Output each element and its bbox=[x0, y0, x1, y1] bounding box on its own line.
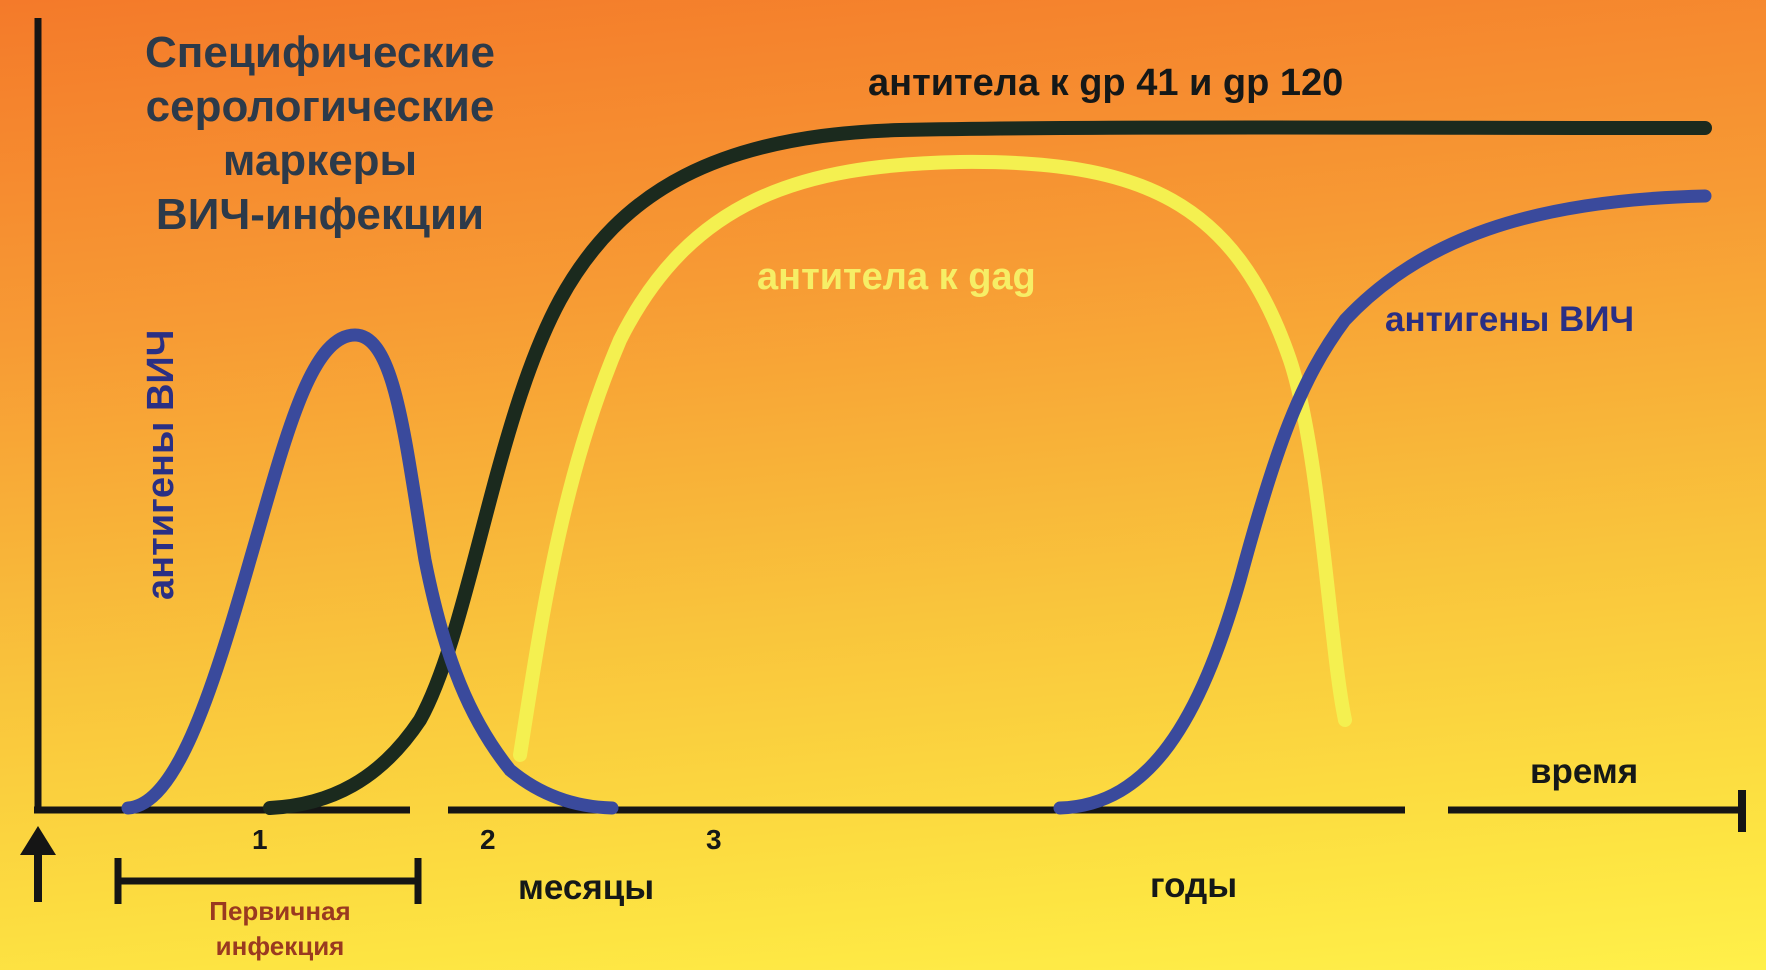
months-label: месяцы bbox=[518, 868, 655, 907]
tick-label-2: 2 bbox=[480, 824, 496, 855]
tick-label-1: 1 bbox=[252, 824, 268, 855]
onset-arrow-head bbox=[20, 826, 56, 855]
time-axis-label: время bbox=[1530, 752, 1639, 791]
gp-antibody-curve bbox=[263, 120, 1712, 815]
antigen-curve-early bbox=[121, 328, 619, 815]
primary-infection-line-2: инфекция bbox=[215, 931, 345, 961]
gag-antibody-curve bbox=[513, 154, 1352, 762]
primary-infection-label: Первичная инфекция bbox=[130, 894, 430, 964]
title-line-3: маркеры bbox=[222, 136, 418, 185]
antigen-curve-late bbox=[1053, 189, 1712, 815]
title-line-4: ВИЧ-инфекции bbox=[155, 190, 485, 239]
diagram-title: Специфические серологические маркеры ВИЧ… bbox=[70, 26, 570, 242]
title-line-1: Специфические bbox=[145, 28, 495, 77]
antigen-label-early: антигены ВИЧ bbox=[140, 329, 182, 600]
gag-antibody-label: антитела к gag bbox=[757, 256, 1036, 298]
gp-antibody-label: антитела к gp 41 и gp 120 bbox=[868, 62, 1344, 104]
tick-label-3: 3 bbox=[706, 824, 722, 855]
title-line-2: серологические bbox=[145, 82, 495, 131]
primary-infection-line-1: Первичная bbox=[209, 896, 351, 926]
antigen-label-late: антигены ВИЧ bbox=[1385, 300, 1635, 339]
years-label: годы bbox=[1150, 866, 1238, 905]
